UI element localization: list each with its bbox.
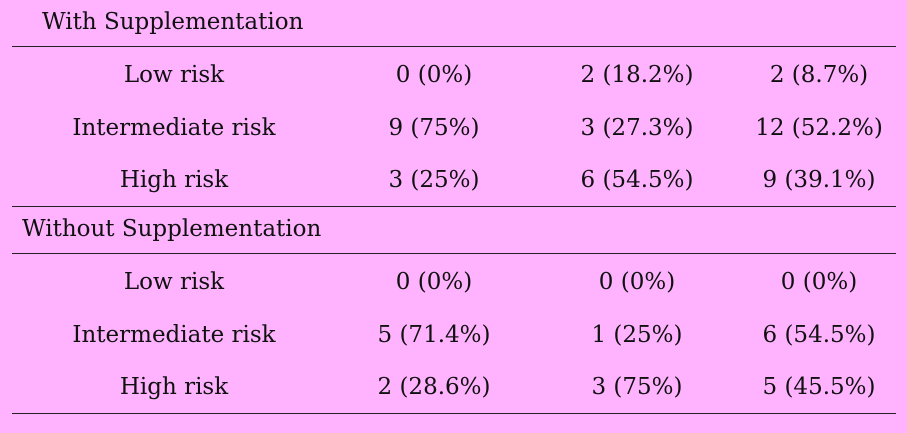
table-cell: 0 (0%) [780,269,858,295]
table-cell: 6 (54.5%) [762,321,876,348]
row-label: Low risk [123,62,225,88]
table-cell: 5 (45.5%) [762,374,876,400]
table-cell: 0 (0%) [395,62,473,88]
section-divider [12,206,896,207]
row-label: Low risk [123,269,225,295]
table-cell: 1 (25%) [591,321,683,348]
row-label: High risk [119,374,229,400]
section-divider [12,253,896,254]
section-without-supplementation: Without Supplementation Low risk 0 (0%) … [12,207,896,414]
section-divider [12,46,896,47]
section-title: Without Supplementation [22,216,322,242]
table-cell: 9 (75%) [388,114,480,141]
table-cell: 2 (28.6%) [377,374,491,400]
table-row: Low risk 0 (0%) 2 (18.2%) 2 (8.7%) [12,49,896,102]
table-cell: 0 (0%) [598,269,676,295]
table-cell: 5 (71.4%) [377,321,491,348]
section-rows: Low risk 0 (0%) 0 (0%) 0 (0%) Intermedia… [12,254,896,413]
row-label: Intermediate risk [72,114,276,141]
table-row: Intermediate risk 9 (75%) 3 (27.3%) 12 (… [12,102,896,155]
row-label: Intermediate risk [72,321,276,348]
table-bottom-rule [12,413,896,414]
table-cell: 2 (18.2%) [580,62,694,88]
table-row: High risk 3 (25%) 6 (54.5%) 9 (39.1%) [12,154,896,207]
row-label: High risk [119,167,229,193]
section-rows: Low risk 0 (0%) 2 (18.2%) 2 (8.7%) Inter… [12,47,896,206]
table-row: High risk 2 (28.6%) 3 (75%) 5 (45.5%) [12,361,896,414]
section-title: With Supplementation [42,9,304,35]
table-cell: 12 (52.2%) [755,114,883,141]
table-cell: 3 (25%) [388,167,480,193]
results-table: With Supplementation Low risk 0 (0%) 2 (… [12,0,896,414]
table-cell: 3 (27.3%) [580,114,694,141]
table-cell: 2 (8.7%) [769,62,869,88]
section-with-supplementation: With Supplementation Low risk 0 (0%) 2 (… [12,0,896,207]
table-row: Low risk 0 (0%) 0 (0%) 0 (0%) [12,256,896,309]
table-cell: 9 (39.1%) [762,167,876,193]
table-cell: 0 (0%) [395,269,473,295]
table-cell: 6 (54.5%) [580,167,694,193]
table-cell: 3 (75%) [591,374,683,400]
table-row: Intermediate risk 5 (71.4%) 1 (25%) 6 (5… [12,309,896,362]
